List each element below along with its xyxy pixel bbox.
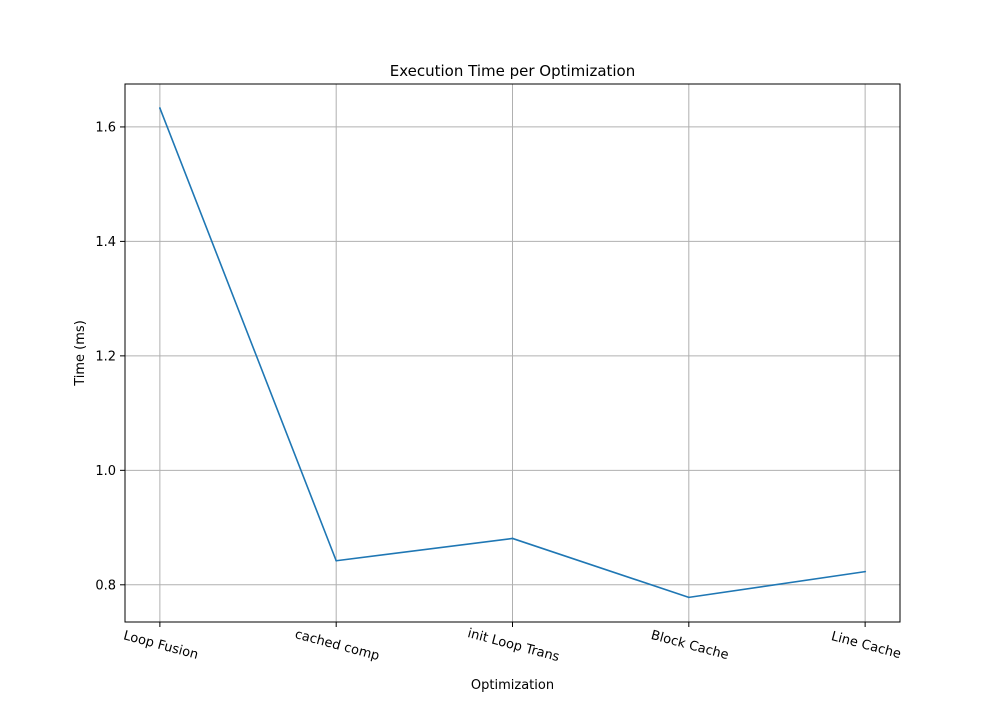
- data-point: [335, 559, 338, 562]
- y-tick-label: 1.6: [95, 120, 116, 135]
- y-tick-label: 0.8: [95, 578, 116, 593]
- x-tick-label: Block Cache: [649, 628, 730, 663]
- y-tick-label: 1.0: [95, 464, 116, 479]
- y-axis-label: Time (ms): [73, 320, 88, 387]
- x-tick-label: Loop Fusion: [122, 628, 200, 662]
- y-tick-label: 1.4: [95, 235, 116, 250]
- chart-title: Execution Time per Optimization: [390, 62, 636, 80]
- data-point: [511, 537, 514, 540]
- x-axis-label: Optimization: [471, 678, 554, 693]
- x-tick-label: cached comp: [293, 627, 381, 664]
- data-point: [158, 107, 161, 109]
- series-layer: [158, 107, 867, 599]
- data-point: [687, 596, 690, 599]
- data-point: [864, 570, 867, 573]
- x-tick-label: Line Cache: [829, 629, 902, 662]
- grid: [125, 84, 900, 622]
- x-tick-label: init Loop Trans: [466, 626, 561, 665]
- y-tick-label: 1.2: [95, 349, 116, 364]
